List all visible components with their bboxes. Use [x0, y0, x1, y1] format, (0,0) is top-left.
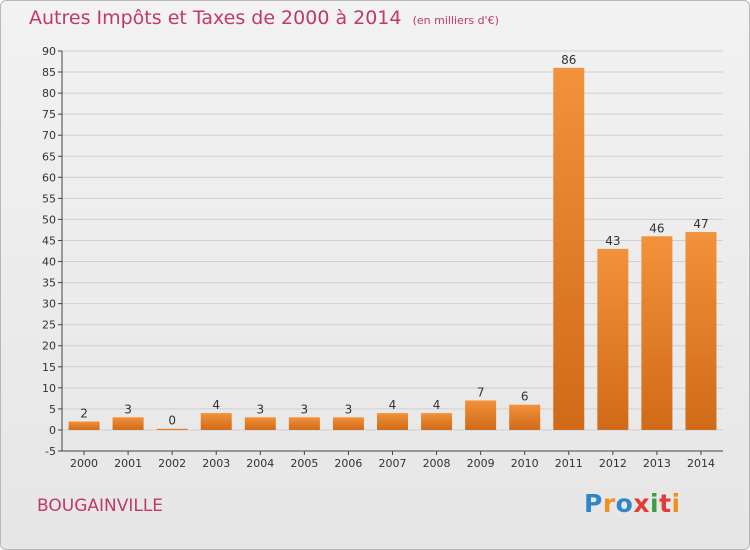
- x-tick-label: 2002: [158, 457, 186, 470]
- x-tick-label: 2014: [687, 457, 715, 470]
- bar: [156, 428, 188, 430]
- y-tick-label: 60: [42, 171, 56, 184]
- chart-title: Autres Impôts et Taxes de 2000 à 2014: [29, 7, 402, 29]
- data-label: 3: [345, 402, 353, 416]
- y-tick-label: 10: [42, 382, 56, 395]
- y-tick-label: 80: [42, 87, 56, 100]
- bar: [112, 417, 144, 430]
- y-tick-label: 70: [42, 129, 56, 142]
- x-tick-label: 2007: [379, 457, 407, 470]
- data-label: 43: [605, 234, 620, 248]
- x-tick-label: 2009: [467, 457, 495, 470]
- chart-title-block: Autres Impôts et Taxes de 2000 à 2014 (e…: [29, 7, 499, 29]
- x-tick-label: 2012: [599, 457, 627, 470]
- data-label: 47: [693, 217, 708, 231]
- bar: [421, 413, 453, 430]
- bar: [288, 417, 320, 430]
- logo-letter: t: [659, 489, 672, 518]
- x-tick-label: 2010: [511, 457, 539, 470]
- data-label: 0: [168, 414, 176, 428]
- bar: [200, 413, 232, 430]
- x-tick-label: 2013: [643, 457, 671, 470]
- x-tick-label: 2004: [246, 457, 274, 470]
- chart-unit: (en milliers d'€): [412, 14, 499, 27]
- y-tick-label: 5: [49, 403, 56, 416]
- data-label: 7: [477, 385, 485, 399]
- data-label: 2: [80, 407, 88, 421]
- y-tick-label: 50: [42, 213, 56, 226]
- x-tick-label: 2001: [114, 457, 142, 470]
- data-label: 4: [389, 398, 397, 412]
- y-tick-label: 15: [42, 361, 56, 374]
- y-tick-label: -5: [45, 445, 56, 458]
- bar: [68, 421, 100, 430]
- proxiti-logo: Proxiti: [584, 489, 681, 518]
- y-tick-label: 55: [42, 192, 56, 205]
- bar: [685, 232, 717, 430]
- x-tick-label: 2003: [202, 457, 230, 470]
- logo-letter: P: [584, 489, 603, 518]
- y-tick-label: 0: [49, 424, 56, 437]
- bar: [377, 413, 408, 430]
- y-tick-label: 20: [42, 340, 56, 353]
- y-tick-label: 75: [42, 108, 56, 121]
- y-tick-label: 85: [42, 66, 56, 79]
- y-tick-label: 25: [42, 319, 56, 332]
- data-label: 6: [521, 390, 529, 404]
- data-label: 4: [212, 398, 220, 412]
- data-label: 3: [124, 402, 132, 416]
- y-tick-label: 35: [42, 277, 56, 290]
- bar: [465, 400, 497, 430]
- data-label: 86: [561, 53, 576, 67]
- commune-name: BOUGAINVILLE: [37, 496, 164, 516]
- x-tick-label: 2011: [555, 457, 583, 470]
- y-tick-label: 30: [42, 298, 56, 311]
- y-tick-label: 40: [42, 256, 56, 269]
- bar: [641, 236, 673, 430]
- x-tick-label: 2000: [70, 457, 98, 470]
- data-label: 4: [433, 398, 441, 412]
- logo-letter: x: [633, 489, 650, 518]
- y-tick-label: 90: [42, 45, 56, 58]
- bar: [553, 67, 585, 430]
- y-tick-label: 65: [42, 150, 56, 163]
- bar: [597, 248, 629, 430]
- bar: [332, 417, 364, 430]
- logo-letter: r: [602, 489, 616, 518]
- x-tick-label: 2006: [334, 457, 362, 470]
- data-label: 46: [649, 221, 664, 235]
- logo-letter: i: [671, 489, 681, 518]
- data-label: 3: [256, 402, 264, 416]
- x-tick-label: 2005: [290, 457, 318, 470]
- bar: [509, 404, 541, 430]
- x-tick-label: 2008: [423, 457, 451, 470]
- logo-letter: i: [650, 489, 660, 518]
- data-label: 3: [301, 402, 309, 416]
- logo-letter: o: [615, 489, 634, 518]
- y-tick-label: 45: [42, 234, 56, 247]
- bar: [244, 417, 276, 430]
